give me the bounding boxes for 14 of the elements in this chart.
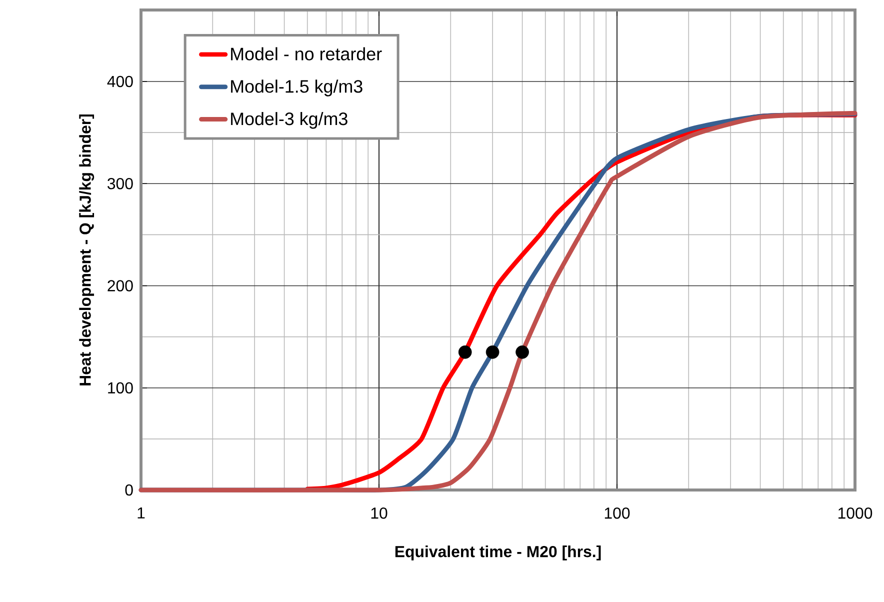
x-axis-title: Equivalent time - M20 [hrs.] — [395, 546, 601, 560]
x-tick-label: 100 — [604, 507, 630, 519]
x-tick-label: 1 — [138, 507, 145, 518]
x-tick-label: 10 — [371, 507, 388, 519]
y-tick-label: 400 — [107, 76, 133, 88]
legend-label: Model - no retarder — [231, 47, 382, 60]
y-tick-label: 200 — [108, 280, 133, 292]
y-tick-label: 0 — [125, 484, 133, 496]
y-tick-label: 100 — [108, 382, 133, 394]
y-axis-title: Heat development - Q [kJ/kg binder] — [79, 114, 94, 386]
legend-label: Model-3 kg/m3 — [231, 112, 348, 129]
x-tick-label: 1000 — [838, 507, 872, 519]
legend-label: Model-1.5 kg/m3 — [231, 80, 362, 96]
y-tick-label: 300 — [108, 178, 133, 190]
